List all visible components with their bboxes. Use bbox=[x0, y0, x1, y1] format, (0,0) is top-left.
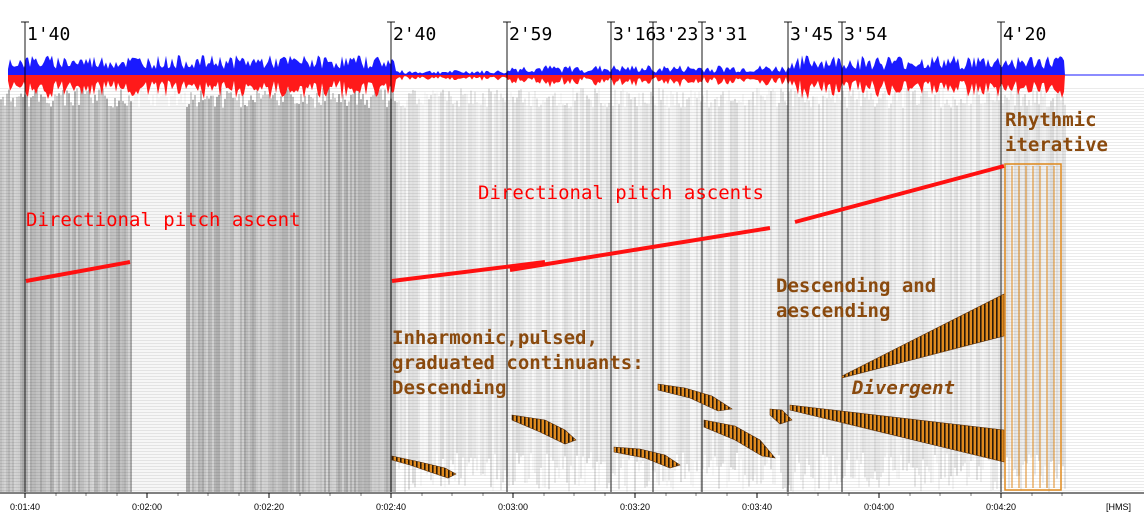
annotation-inharmonic-line3: Descending bbox=[392, 377, 506, 399]
timestamp-label: 2'59 bbox=[509, 24, 552, 45]
annotation-divergent: Divergent bbox=[851, 377, 955, 399]
annotation-aescending: aescending bbox=[776, 300, 890, 322]
time-axis-tick-label: 0:03:40 bbox=[742, 502, 772, 512]
time-axis-tick-label: 0:02:40 bbox=[376, 502, 406, 512]
timestamp-label: 1'40 bbox=[27, 24, 70, 45]
time-axis-tick-label: 0:03:00 bbox=[498, 502, 528, 512]
timestamp-label: 3'16 bbox=[613, 24, 656, 45]
time-axis-unit: [HMS] bbox=[1106, 502, 1131, 512]
timestamp-label: 3'54 bbox=[844, 24, 887, 45]
timestamp-labels: 1'40 2'40 2'59 3'163'23 3'31 3'45 3'54 4'20 bbox=[27, 24, 1046, 45]
time-axis-tick-label: 0:02:20 bbox=[254, 502, 284, 512]
timestamp-label: 2'40 bbox=[393, 24, 436, 45]
time-axis-tick-label: 0:01:40 bbox=[10, 502, 40, 512]
annotation-rhythmic: Rhythmic bbox=[1005, 109, 1097, 131]
timestamp-label: 4'20 bbox=[1003, 24, 1046, 45]
time-axis-tick-label: 0:02:00 bbox=[132, 502, 162, 512]
annotation-inharmonic-line2: graduated continuants: bbox=[392, 352, 644, 374]
waveform-upper bbox=[8, 55, 1065, 75]
annotation-descending-and: Descending and bbox=[776, 275, 936, 297]
time-axis-tick-label: 0:03:20 bbox=[620, 502, 650, 512]
annotation-directional-pitch-ascents: Directional pitch ascents bbox=[478, 182, 764, 204]
annotation-inharmonic-line1: Inharmonic,pulsed, bbox=[392, 327, 598, 349]
time-axis-tick-label: 0:04:20 bbox=[986, 502, 1016, 512]
timestamp-label: 3'31 bbox=[704, 24, 747, 45]
timestamp-label: 3'23 bbox=[655, 24, 698, 45]
annotation-iterative: iterative bbox=[1005, 134, 1108, 156]
time-axis: 0:01:40 0:02:00 0:02:20 0:02:40 0:03:00 0:03:… bbox=[10, 493, 1062, 512]
annotation-directional-pitch-ascent: Directional pitch ascent bbox=[26, 209, 301, 231]
time-axis-tick-label: 0:04:00 bbox=[864, 502, 894, 512]
timestamp-label: 3'45 bbox=[790, 24, 833, 45]
